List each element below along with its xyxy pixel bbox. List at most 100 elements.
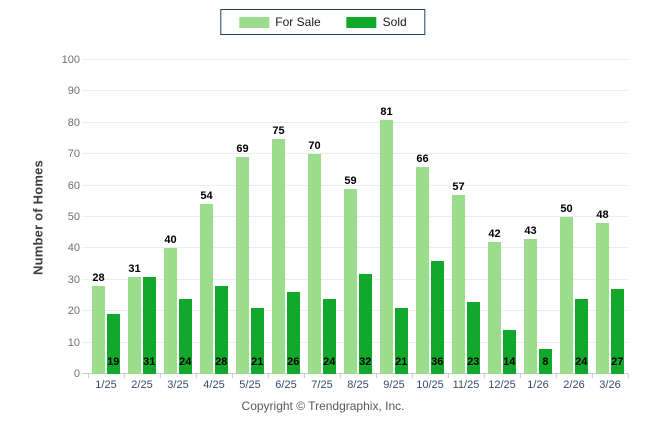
x-tick-label-1/26: 1/26 bbox=[527, 379, 549, 391]
axis-tick bbox=[160, 374, 161, 378]
sold-bar-4/25: 28 bbox=[215, 286, 228, 374]
for-sale-value-6/25: 75 bbox=[272, 124, 285, 137]
x-tick-label-12/25: 12/25 bbox=[488, 379, 516, 391]
y-tick-label-20: 20 bbox=[67, 305, 80, 318]
x-tick-label-10/25: 10/25 bbox=[416, 379, 444, 391]
sold-bar-2/26: 24 bbox=[575, 298, 588, 374]
axis-tick bbox=[124, 374, 125, 378]
for-sale-bar-3/25: 40 bbox=[164, 234, 177, 374]
sold-legend-label: Sold bbox=[382, 15, 407, 29]
sold-bar-2/25: 31 bbox=[143, 276, 156, 374]
y-tick-label-50: 50 bbox=[67, 211, 80, 223]
bar-group-4/25: 54 28 bbox=[196, 60, 232, 374]
bar-group-8/25: 59 32 bbox=[340, 60, 376, 374]
for-sale-bar-2/26: 50 bbox=[560, 203, 573, 374]
y-axis-tick-labels: 0 10 20 30 40 50 60 70 80 90 100 bbox=[0, 54, 80, 380]
bar-series: 28 19 31 31 40 24 54 28 69 21 75 26 70 24 59 32 81 21 66 36… bbox=[88, 60, 628, 374]
sold-bar-5/25: 21 bbox=[251, 308, 264, 374]
for-sale-bar-6/25: 75 bbox=[272, 125, 285, 374]
axis-tick bbox=[196, 374, 197, 378]
y-tick-label-30: 30 bbox=[67, 273, 80, 286]
y-tick-label-70: 70 bbox=[67, 148, 80, 161]
x-axis-tick-labels: 1/25 2/25 3/25 4/25 5/25 6/25 7/25 8/25 9/25 10/2… bbox=[88, 379, 628, 391]
axis-tick bbox=[448, 374, 449, 378]
axis-tick bbox=[232, 374, 233, 378]
y-tick-label-100: 100 bbox=[61, 54, 80, 66]
for-sale-bar-5/25: 69 bbox=[236, 143, 249, 374]
bar-group-10/25: 66 36 bbox=[412, 60, 448, 374]
sold-value-4/25: 28 bbox=[215, 356, 228, 368]
sold-value-5/25: 21 bbox=[251, 356, 264, 368]
for-sale-value-3/25: 40 bbox=[164, 234, 177, 247]
sold-bar-1/25: 19 bbox=[107, 314, 120, 374]
for-sale-bar-7/25: 70 bbox=[308, 140, 321, 374]
for-sale-value-5/25: 69 bbox=[236, 143, 249, 156]
for-sale-bar-8/25: 59 bbox=[344, 175, 357, 374]
x-tick-label-9/25: 9/25 bbox=[383, 379, 405, 391]
axis-tick bbox=[628, 374, 629, 378]
bar-group-7/25: 70 24 bbox=[304, 60, 340, 374]
for-sale-value-1/26: 43 bbox=[524, 224, 537, 237]
copyright-text: Copyright © Trendgraphix, Inc. bbox=[241, 399, 405, 413]
sold-bar-1/26: 8 bbox=[539, 348, 552, 374]
sold-value-9/25: 21 bbox=[395, 356, 408, 368]
plot-area: 28 19 31 31 40 24 54 28 69 21 75 26 70 24 59 32 81 21 66 36… bbox=[82, 59, 629, 378]
x-tick-label-2/26: 2/26 bbox=[563, 379, 585, 391]
sold-bar-10/25: 36 bbox=[431, 260, 444, 374]
sold-value-3/25: 24 bbox=[179, 356, 192, 368]
for-sale-bar-3/26: 48 bbox=[596, 209, 609, 374]
for-sale-legend-label: For Sale bbox=[275, 15, 321, 29]
sold-bar-12/25: 14 bbox=[503, 330, 516, 374]
sold-bar-7/25: 24 bbox=[323, 298, 336, 374]
sold-value-7/25: 24 bbox=[323, 356, 336, 368]
for-sale-bar-4/25: 54 bbox=[200, 190, 213, 374]
legend-item-for-sale: For Sale bbox=[239, 15, 321, 29]
sold-value-8/25: 32 bbox=[359, 356, 372, 368]
bar-group-6/25: 75 26 bbox=[268, 60, 304, 374]
y-tick-label-40: 40 bbox=[67, 242, 80, 255]
sold-value-3/26: 27 bbox=[611, 356, 624, 368]
sold-value-1/26: 8 bbox=[542, 356, 549, 368]
chart-legend: For Sale Sold bbox=[220, 9, 426, 35]
x-axis-ticks bbox=[88, 374, 629, 379]
sold-bar-3/26: 27 bbox=[611, 289, 624, 374]
gridline-80 bbox=[82, 121, 628, 123]
for-sale-value-2/26: 50 bbox=[560, 203, 573, 215]
bar-group-9/25: 81 21 bbox=[376, 60, 412, 374]
for-sale-bar-1/25: 28 bbox=[92, 272, 105, 374]
x-tick-label-3/25: 3/25 bbox=[167, 379, 189, 391]
sold-value-12/25: 14 bbox=[503, 356, 516, 368]
for-sale-bar-2/25: 31 bbox=[128, 263, 141, 374]
y-tick-label-10: 10 bbox=[67, 336, 80, 349]
for-sale-value-12/25: 42 bbox=[488, 228, 501, 241]
axis-tick bbox=[268, 374, 269, 378]
x-tick-label-3/26: 3/26 bbox=[599, 379, 621, 391]
bar-group-3/26: 48 27 bbox=[592, 60, 628, 374]
sold-value-2/26: 24 bbox=[575, 356, 588, 368]
for-sale-value-10/25: 66 bbox=[416, 152, 429, 165]
x-tick-label-4/25: 4/25 bbox=[203, 379, 225, 391]
x-tick-label-8/25: 8/25 bbox=[347, 379, 369, 391]
y-tick-label-0: 0 bbox=[73, 368, 80, 380]
for-sale-value-11/25: 57 bbox=[452, 181, 465, 194]
gridline-90 bbox=[82, 90, 628, 92]
bar-group-1/26: 43 8 bbox=[520, 60, 556, 374]
bar-group-3/25: 40 24 bbox=[160, 60, 196, 374]
axis-tick bbox=[556, 374, 557, 378]
for-sale-value-9/25: 81 bbox=[380, 105, 393, 118]
axis-tick bbox=[592, 374, 593, 378]
bar-group-2/26: 50 24 bbox=[556, 60, 592, 374]
y-tick-label-90: 90 bbox=[67, 85, 80, 98]
for-sale-swatch bbox=[239, 16, 270, 28]
gridline-60 bbox=[82, 184, 628, 186]
for-sale-value-1/25: 28 bbox=[92, 272, 105, 285]
legend-item-sold: Sold bbox=[346, 15, 407, 29]
axis-tick bbox=[520, 374, 521, 378]
x-tick-label-5/25: 5/25 bbox=[239, 379, 261, 391]
for-sale-value-3/26: 48 bbox=[596, 209, 609, 222]
axis-tick bbox=[340, 374, 341, 378]
axis-tick bbox=[376, 374, 377, 378]
sold-bar-11/25: 23 bbox=[467, 301, 480, 374]
bar-group-2/25: 31 31 bbox=[124, 60, 160, 374]
